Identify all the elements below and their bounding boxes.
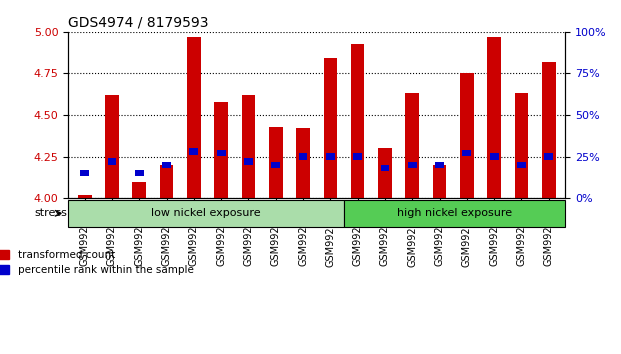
Bar [244,159,253,165]
Bar [542,62,556,198]
Text: GDS4974 / 8179593: GDS4974 / 8179593 [68,15,209,29]
Text: stress: stress [34,208,67,218]
Bar [324,58,337,198]
Bar [242,95,255,198]
Bar [296,129,310,198]
Bar [189,148,198,155]
Bar [408,162,417,168]
Bar [269,127,283,198]
Bar [105,95,119,198]
Bar [160,165,173,198]
Bar [435,162,444,168]
Bar [271,162,280,168]
Bar [406,93,419,198]
Legend: transformed count, percentile rank within the sample: transformed count, percentile rank withi… [0,246,198,279]
Bar [515,93,528,198]
Bar [353,154,362,160]
Bar [135,170,143,176]
Bar [80,170,89,176]
Bar [544,154,553,160]
Bar [217,150,225,156]
Text: low nickel exposure: low nickel exposure [152,208,261,218]
Bar [78,195,91,198]
Bar [490,154,499,160]
Bar [132,182,146,198]
Bar [107,159,116,165]
Text: high nickel exposure: high nickel exposure [397,208,512,218]
Bar [187,37,201,198]
Bar [487,37,501,198]
Bar [326,154,335,160]
Bar [378,148,392,198]
Bar [214,102,228,198]
Bar [433,165,446,198]
Bar [162,162,171,168]
Bar [351,44,365,198]
Bar [463,150,471,156]
Bar [460,74,474,198]
Bar [381,165,389,171]
Bar [517,162,526,168]
Bar [299,154,307,160]
